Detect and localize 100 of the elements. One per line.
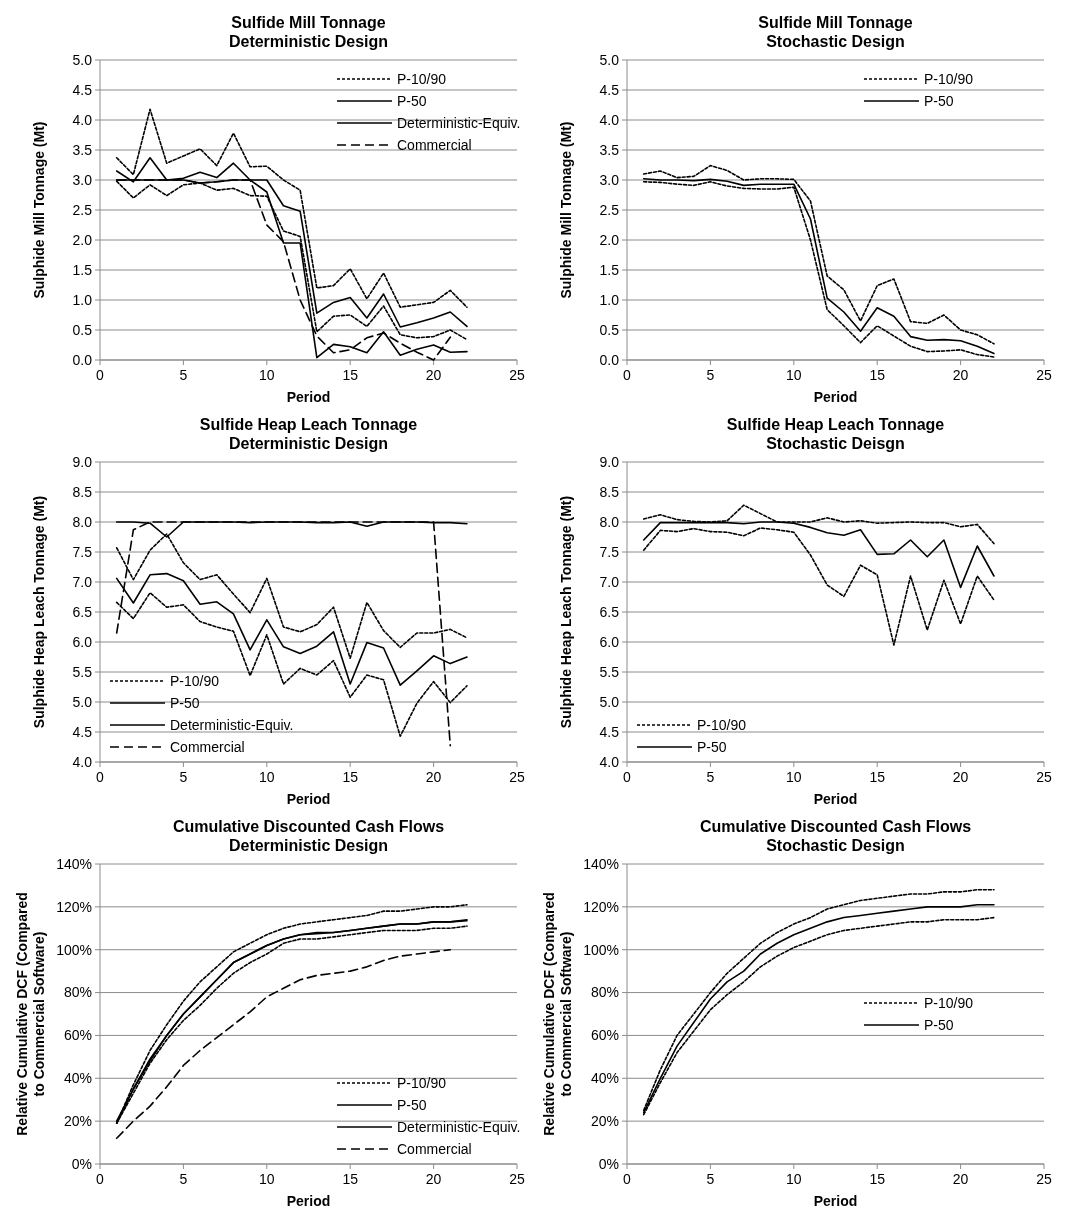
x-tick-label: 25 xyxy=(509,1171,525,1187)
x-tick-label: 20 xyxy=(952,769,969,785)
chart-subtitle: Deterministic Design xyxy=(228,837,389,854)
y-tick-label: 120% xyxy=(56,898,92,915)
y-tick-label: 2.5 xyxy=(72,201,93,218)
y-tick-label: 7.0 xyxy=(72,573,93,590)
y-axis-title: Sulphide Mill Tonnage (Mt) xyxy=(558,121,574,299)
x-tick-label: 25 xyxy=(1036,1171,1052,1187)
legend-label: Deterministic-Equiv. xyxy=(397,114,521,131)
chart-subtitle: Stochastic Design xyxy=(766,837,905,854)
y-tick-label: 100% xyxy=(583,941,619,958)
y-tick-label: 40% xyxy=(590,1070,619,1087)
y-tick-label: 1.5 xyxy=(72,261,93,278)
x-tick-label: 10 xyxy=(786,1171,802,1187)
legend-label: P-10/90 xyxy=(697,716,747,733)
y-tick-label: 1.0 xyxy=(72,291,93,308)
x-tick-label: 5 xyxy=(179,769,188,785)
x-tick-label: 5 xyxy=(706,769,715,785)
y-tick-label: 0.5 xyxy=(72,321,93,338)
y-tick-label: 5.0 xyxy=(72,51,93,68)
y-tick-label: 2.5 xyxy=(599,201,620,218)
x-tick-label: 10 xyxy=(259,1171,275,1187)
x-tick-label: 5 xyxy=(706,1171,715,1187)
x-axis-title: Period xyxy=(286,389,331,405)
legend-label: P-50 xyxy=(397,92,427,109)
y-tick-label: 2.0 xyxy=(72,231,93,248)
legend-label: P-10/90 xyxy=(397,1074,447,1091)
y-tick-label: 0% xyxy=(71,1155,92,1172)
legend-label: P-10/90 xyxy=(924,994,974,1011)
x-tick-label: 0 xyxy=(623,1171,632,1187)
y-tick-label: 80% xyxy=(590,984,619,1001)
y-tick-label: 0% xyxy=(598,1155,619,1172)
x-tick-label: 10 xyxy=(259,769,275,785)
y-tick-label: 9.0 xyxy=(599,453,620,470)
x-tick-label: 0 xyxy=(96,367,105,383)
y-axis-title: Relative Cumulative DCF (Compared to Commercial Software) xyxy=(14,892,47,1136)
y-tick-label: 5.0 xyxy=(599,693,620,710)
legend-label: P-10/90 xyxy=(170,672,220,689)
x-tick-label: 0 xyxy=(96,769,105,785)
y-tick-label: 60% xyxy=(590,1027,619,1044)
x-tick-label: 20 xyxy=(425,367,442,383)
x-tick-label: 25 xyxy=(509,769,525,785)
y-tick-label: 100% xyxy=(56,941,92,958)
x-axis-title: Period xyxy=(286,1193,331,1209)
legend-label: Deterministic-Equiv. xyxy=(170,716,294,733)
y-tick-label: 0.0 xyxy=(72,351,93,368)
y-tick-label: 3.5 xyxy=(72,141,93,158)
y-tick-label: 8.0 xyxy=(72,513,93,530)
x-tick-label: 10 xyxy=(259,367,275,383)
y-tick-label: 60% xyxy=(63,1027,92,1044)
legend-label: P-50 xyxy=(397,1096,427,1113)
legend-label: P-50 xyxy=(170,694,200,711)
x-tick-label: 15 xyxy=(342,1171,359,1187)
chart-title: Cumulative Discounted Cash Flows xyxy=(172,818,445,835)
chart-title: Sulfide Mill Tonnage xyxy=(758,14,913,31)
x-tick-label: 15 xyxy=(869,367,886,383)
y-tick-label: 4.5 xyxy=(72,81,93,98)
x-tick-label: 5 xyxy=(179,1171,188,1187)
legend-label: Commercial xyxy=(170,738,245,755)
y-tick-label: 0.0 xyxy=(599,351,620,368)
x-tick-label: 5 xyxy=(179,367,188,383)
y-tick-label: 140% xyxy=(56,855,92,872)
legend-label: Commercial xyxy=(397,1140,472,1157)
y-tick-label: 20% xyxy=(590,1113,619,1130)
x-tick-label: 20 xyxy=(952,367,969,383)
x-tick-label: 0 xyxy=(623,769,632,785)
x-axis-title: Period xyxy=(813,1193,858,1209)
y-tick-label: 5.0 xyxy=(599,51,620,68)
legend-label: P-10/90 xyxy=(924,70,974,87)
x-axis-title: Period xyxy=(813,791,858,807)
y-tick-label: 80% xyxy=(63,984,92,1001)
y-tick-label: 3.5 xyxy=(599,141,620,158)
y-tick-label: 7.0 xyxy=(599,573,620,590)
legend-label: P-50 xyxy=(924,92,954,109)
y-tick-label: 4.0 xyxy=(72,753,93,770)
x-tick-label: 10 xyxy=(786,769,802,785)
y-axis-title: Sulphide Mill Tonnage (Mt) xyxy=(31,121,47,299)
x-tick-label: 15 xyxy=(342,367,359,383)
legend-label: P-50 xyxy=(924,1016,954,1033)
x-tick-label: 20 xyxy=(425,769,442,785)
y-tick-label: 7.5 xyxy=(72,543,93,560)
chart-title: Sulfide Mill Tonnage xyxy=(231,14,386,31)
x-tick-label: 15 xyxy=(869,1171,886,1187)
x-tick-label: 0 xyxy=(96,1171,105,1187)
y-tick-label: 20% xyxy=(63,1113,92,1130)
x-tick-label: 15 xyxy=(342,769,359,785)
x-tick-label: 25 xyxy=(1036,367,1052,383)
y-tick-label: 3.0 xyxy=(599,171,620,188)
chart-subtitle: Stochastic Deisgn xyxy=(766,435,905,452)
legend-label: Deterministic-Equiv. xyxy=(397,1118,521,1135)
x-tick-label: 25 xyxy=(1036,769,1052,785)
y-tick-label: 40% xyxy=(63,1070,92,1087)
y-axis-title: Sulphide Heap Leach Tonnage (Mt) xyxy=(31,495,47,729)
x-tick-label: 15 xyxy=(869,769,886,785)
y-tick-label: 6.0 xyxy=(72,633,93,650)
chart-title: Sulfide Heap Leach Tonnage xyxy=(726,416,945,433)
y-tick-label: 5.5 xyxy=(72,663,93,680)
y-tick-label: 4.0 xyxy=(599,111,620,128)
x-tick-label: 20 xyxy=(952,1171,969,1187)
y-tick-label: 120% xyxy=(583,898,619,915)
